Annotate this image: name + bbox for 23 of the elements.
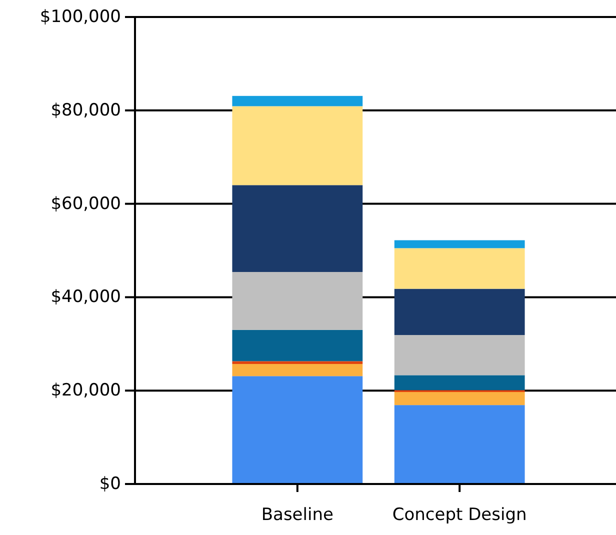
bar	[394, 248, 525, 289]
bar	[232, 330, 363, 362]
bar	[232, 361, 363, 364]
bar	[394, 375, 525, 390]
bar	[232, 272, 363, 330]
bar	[232, 106, 363, 186]
bar	[394, 288, 525, 336]
bar	[394, 405, 525, 484]
bar	[232, 185, 363, 272]
bar	[394, 392, 525, 406]
y-tick-label: $60,000	[50, 194, 121, 214]
bar	[232, 364, 363, 376]
x-tick-label: Concept Design	[392, 505, 527, 525]
y-tick-label: $80,000	[50, 100, 121, 120]
bar	[394, 335, 525, 376]
y-tick-label: $100,000	[40, 7, 121, 27]
y-tick-label: $20,000	[50, 380, 121, 401]
x-tick-label: Baseline	[261, 505, 334, 525]
y-tick-label: $40,000	[50, 287, 121, 308]
y-tick-label: $0	[99, 474, 121, 494]
bar	[394, 240, 525, 248]
bar	[232, 96, 363, 106]
bar	[232, 376, 363, 484]
